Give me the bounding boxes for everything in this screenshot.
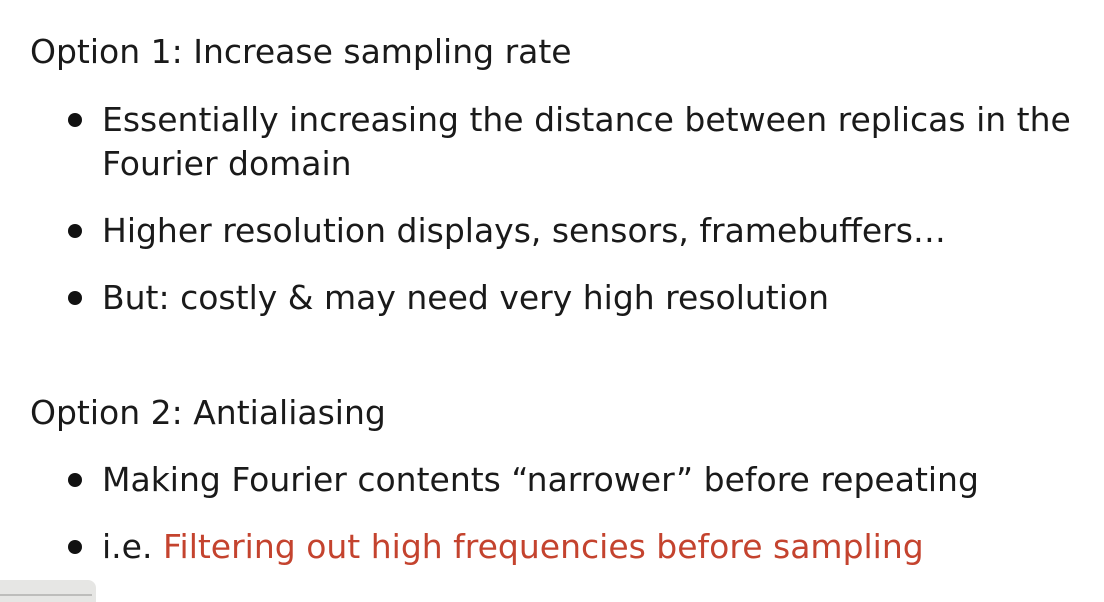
bullet-prefix: i.e. xyxy=(102,527,163,566)
bullet-dot-icon xyxy=(68,224,82,238)
highlighted-text: Filtering out high frequencies before sa… xyxy=(162,527,924,566)
bullet-text: Making Fourier contents “narrower” befor… xyxy=(102,460,979,499)
bullet-dot-icon xyxy=(68,291,82,305)
option-1-bullet-3: But: costly & may need very high resolut… xyxy=(62,276,1098,320)
bullet-text: Essentially increasing the distance betw… xyxy=(102,100,1071,183)
corner-overlay xyxy=(0,580,96,602)
option-1-bullet-1: Essentially increasing the distance betw… xyxy=(62,98,1098,186)
bullet-text: But: costly & may need very high resolut… xyxy=(102,278,829,317)
bullet-dot-icon xyxy=(68,113,82,127)
bullet-text: i.e. Filtering out high frequencies befo… xyxy=(102,525,1098,569)
option-2-bullet-2: i.e. Filtering out high frequencies befo… xyxy=(62,525,1098,569)
bullet-text: Higher resolution displays, sensors, fra… xyxy=(102,211,946,250)
option-2-bullet-1: Making Fourier contents “narrower” befor… xyxy=(62,458,1098,502)
bullet-dot-icon xyxy=(68,473,82,487)
option-2-heading: Option 2: Antialiasing xyxy=(30,393,386,432)
option-1-bullet-2: Higher resolution displays, sensors, fra… xyxy=(62,209,1098,253)
corner-overlay-line xyxy=(0,594,92,596)
bullet-dot-icon xyxy=(68,540,82,554)
option-1-heading: Option 1: Increase sampling rate xyxy=(30,32,572,71)
